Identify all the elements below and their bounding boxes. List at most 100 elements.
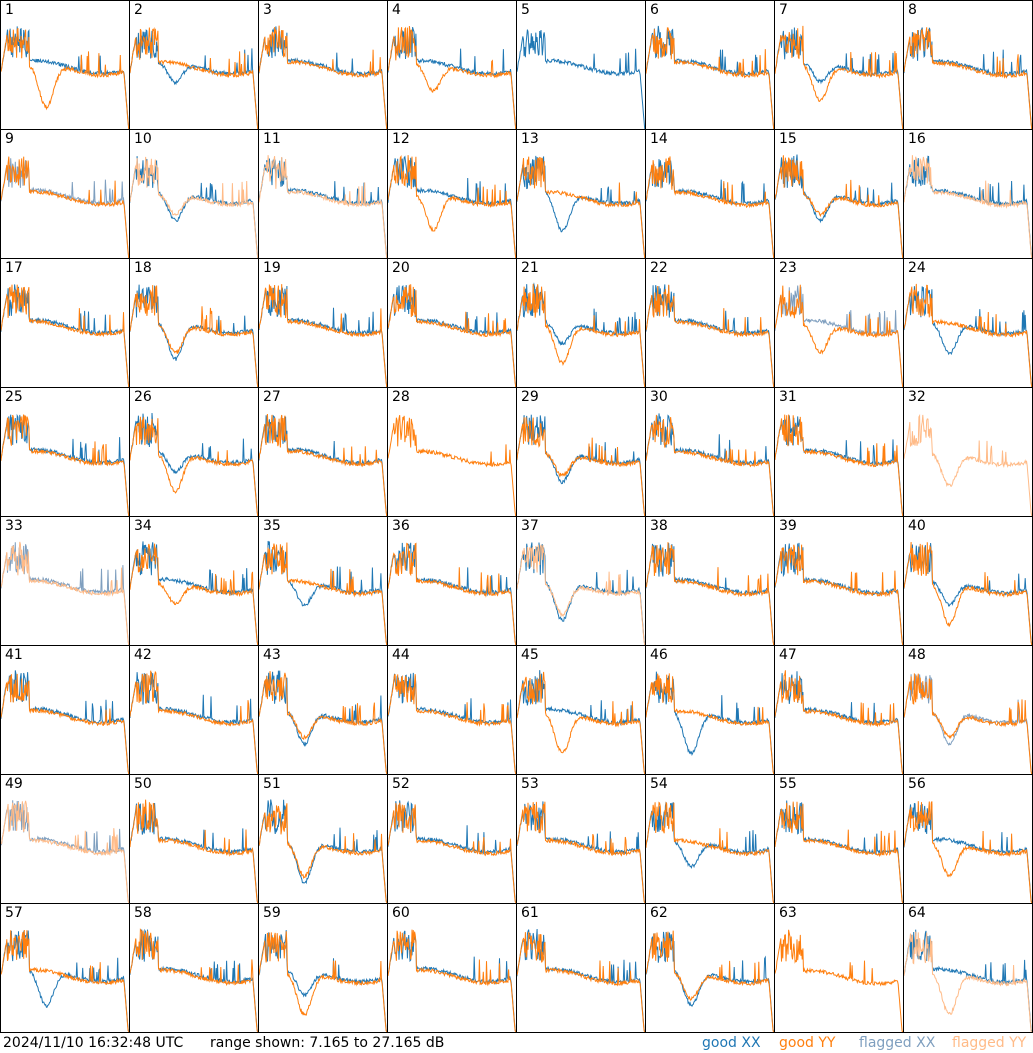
trace-yy — [130, 670, 258, 774]
panel-number: 38 — [650, 518, 668, 534]
spectrum-plot — [1, 800, 129, 903]
panel-number: 40 — [908, 518, 926, 534]
spectrum-panel: 64 — [903, 903, 1033, 1033]
spectrum-panel: 46 — [645, 645, 775, 775]
panel-number: 63 — [779, 905, 797, 921]
spectrum-panel: 54 — [645, 774, 775, 904]
spectrum-plot — [517, 928, 645, 1032]
trace-yy — [517, 156, 645, 258]
spectrum-panel: 36 — [387, 516, 517, 646]
trace-yy — [130, 799, 258, 903]
spectrum-panel: 10 — [129, 129, 259, 259]
trace-yy — [130, 285, 258, 387]
spectrum-plot — [130, 670, 258, 774]
trace-xx — [775, 671, 903, 774]
trace-yy — [517, 801, 645, 903]
trace-xx — [904, 929, 1032, 1032]
spectrum-panel: 15 — [774, 129, 904, 259]
trace-xx — [904, 27, 1032, 129]
spectrum-plot — [1, 156, 129, 258]
trace-yy — [775, 801, 903, 903]
panel-number: 33 — [5, 518, 23, 534]
spectrum-panel: 18 — [129, 258, 259, 388]
spectrum-panel: 43 — [258, 645, 388, 775]
spectrum-panel: 22 — [645, 258, 775, 388]
trace-xx — [1, 413, 129, 516]
trace-yy — [259, 284, 387, 387]
trace-yy — [646, 542, 774, 645]
footer-bar: 2024/11/10 16:32:48 UTC range shown: 7.1… — [0, 1033, 1033, 1053]
trace-yy — [130, 543, 258, 645]
spectrum-panel: 39 — [774, 516, 904, 646]
trace-yy — [775, 929, 903, 1032]
trace-yy — [904, 283, 1032, 387]
spectrum-panel: 48 — [903, 645, 1033, 775]
trace-yy — [904, 27, 1032, 129]
spectrum-panel: 57 — [0, 903, 130, 1033]
spectrum-plot — [646, 542, 774, 645]
trace-xx — [904, 286, 1032, 387]
spectrum-plot — [775, 284, 903, 387]
trace-yy — [259, 931, 387, 1032]
spectrum-plot — [517, 670, 645, 774]
trace-xx — [517, 29, 645, 129]
spectrum-plot — [775, 25, 903, 129]
spectrum-plot — [388, 542, 516, 645]
spectrum-panel: 8 — [903, 0, 1033, 130]
spectrum-panel: 32 — [903, 387, 1033, 517]
spectrum-plot — [388, 284, 516, 387]
panel-number: 12 — [392, 131, 410, 147]
spectrum-panel: 38 — [645, 516, 775, 646]
panel-number: 14 — [650, 131, 668, 147]
panel-number: 28 — [392, 389, 410, 405]
panel-number: 62 — [650, 905, 668, 921]
spectrum-plot — [646, 156, 774, 258]
spectrum-plot — [646, 25, 774, 129]
trace-yy — [775, 414, 903, 516]
panel-number: 22 — [650, 260, 668, 276]
trace-xx — [259, 799, 387, 903]
panel-number: 46 — [650, 647, 668, 663]
spectrum-plot — [259, 930, 387, 1032]
spectrum-plot — [259, 799, 387, 903]
trace-xx — [1, 930, 129, 1032]
spectrum-panel: 52 — [387, 774, 517, 904]
panel-number: 5 — [521, 2, 530, 18]
spectrum-plot — [130, 412, 258, 516]
spectrum-plot — [1, 929, 129, 1032]
legend-flagged-xx: flagged XX — [859, 1035, 936, 1051]
panel-number: 59 — [263, 905, 281, 921]
spectrum-panel: 27 — [258, 387, 388, 517]
panel-number: 57 — [5, 905, 23, 921]
spectrum-plot — [646, 413, 774, 516]
trace-xx — [904, 155, 1032, 258]
trace-yy — [388, 542, 516, 645]
trace-yy — [646, 673, 774, 774]
spectrum-plot — [1, 284, 129, 387]
trace-yy — [388, 154, 516, 258]
spectrum-plot — [1, 541, 129, 645]
spectrum-plot — [388, 25, 516, 129]
trace-yy — [1, 156, 129, 258]
trace-yy — [775, 670, 903, 774]
trace-yy — [130, 416, 258, 516]
spectrum-panel: 5 — [516, 0, 646, 130]
spectrum-panel: 23 — [774, 258, 904, 388]
trace-yy — [646, 801, 774, 903]
trace-xx — [775, 285, 903, 387]
trace-yy — [904, 541, 1032, 645]
panel-number: 39 — [779, 518, 797, 534]
panel-number: 55 — [779, 776, 797, 792]
spectrum-panel: 59 — [258, 903, 388, 1033]
trace-xx — [646, 25, 774, 129]
spectrum-panel: 50 — [129, 774, 259, 904]
trace-xx — [388, 672, 516, 774]
spectrum-panel: 3 — [258, 0, 388, 130]
trace-yy — [1, 284, 129, 387]
panel-number: 61 — [521, 905, 539, 921]
spectrum-plot — [904, 413, 1032, 516]
spectrum-plot — [646, 284, 774, 387]
legend-flagged-yy: flagged YY — [952, 1035, 1027, 1051]
spectrum-panel: 11 — [258, 129, 388, 259]
spectrum-panel: 7 — [774, 0, 904, 130]
